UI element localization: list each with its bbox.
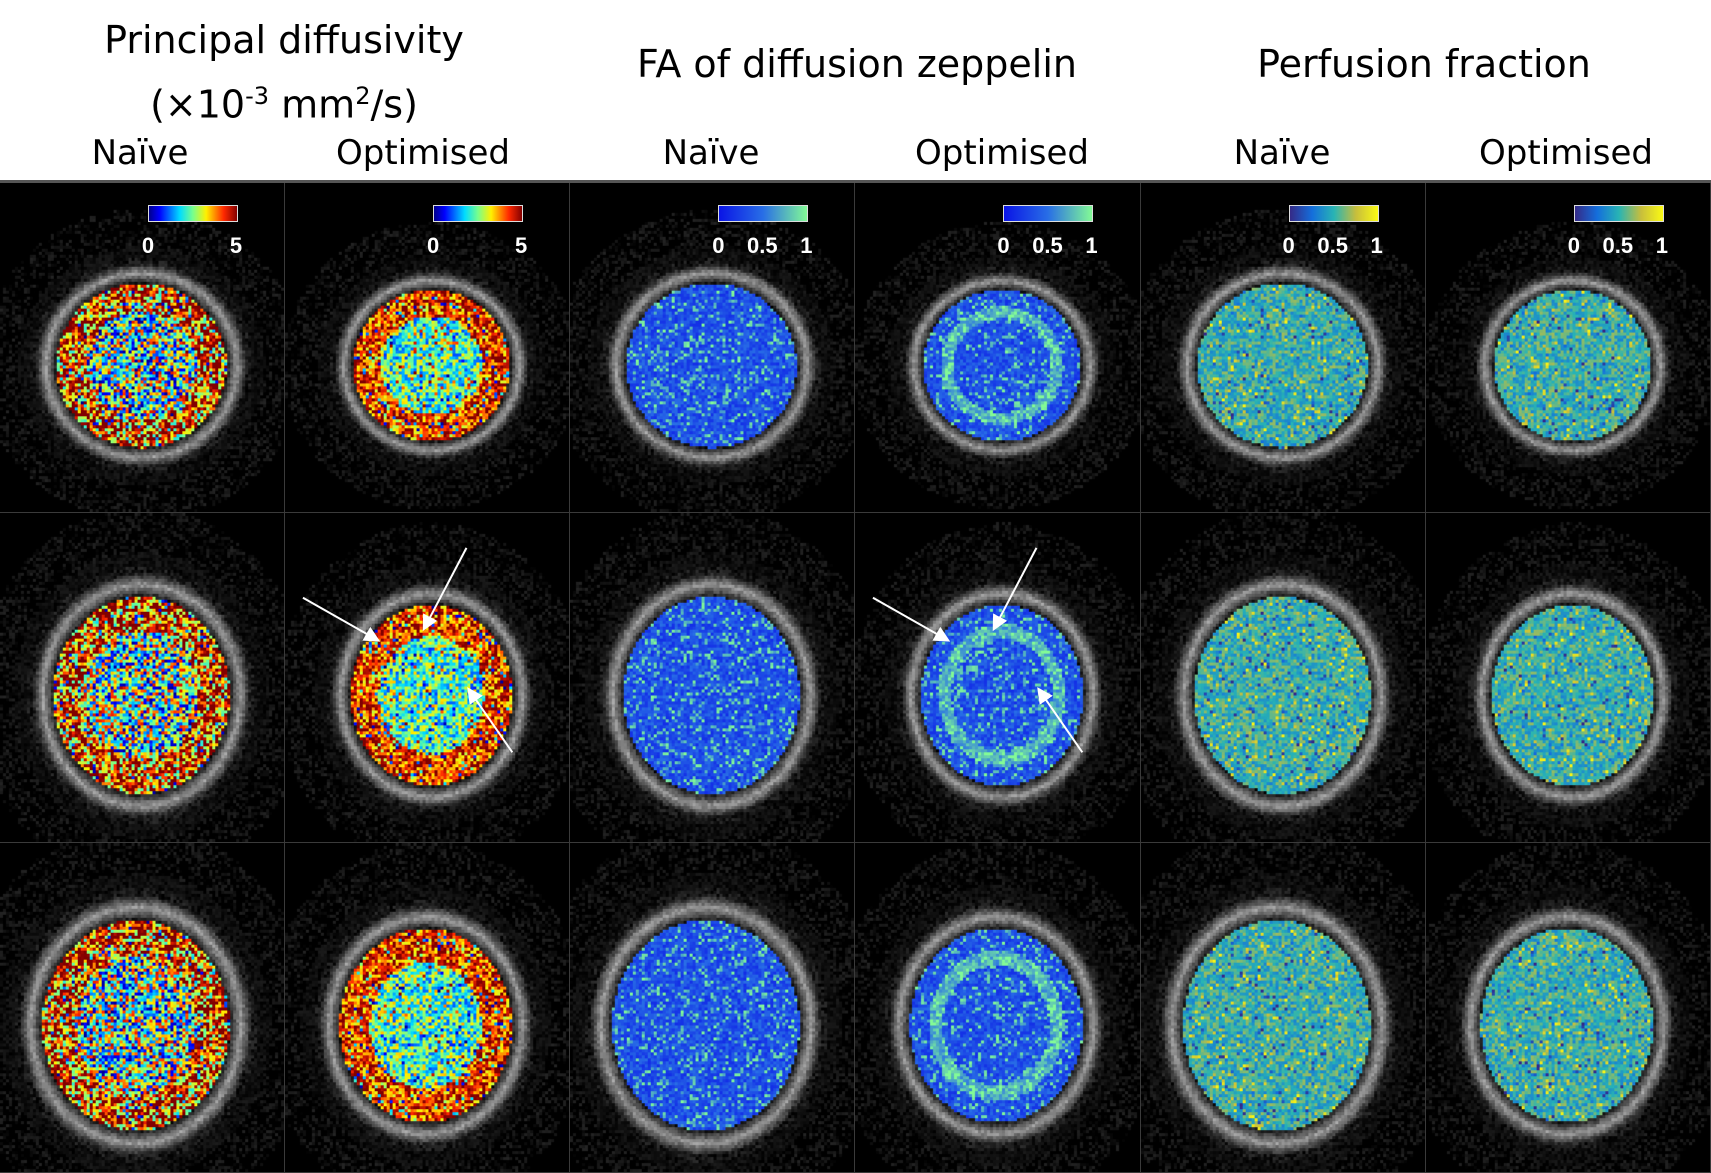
colorbar — [1573, 205, 1664, 222]
parameter-map-image — [855, 843, 1140, 1172]
arrow-icon — [872, 596, 951, 642]
colorbar-ticks: 0 0.5 1 — [1277, 233, 1389, 259]
colorbar-tick-label: 5 — [515, 233, 528, 258]
colorbar-tick-label: 0 — [997, 233, 1010, 258]
colorbar-tick-label: 0 — [712, 233, 725, 258]
parameter-map-image — [285, 183, 570, 512]
arrow-icon — [993, 547, 1038, 632]
parameter-map-image — [855, 183, 1140, 512]
parameter-map-image — [855, 513, 1140, 842]
panel-row2-optimised-parula — [1425, 513, 1711, 843]
panel-row1-nave-parula: 0 0.5 1 — [1140, 183, 1426, 513]
parameter-map-image — [0, 513, 285, 842]
arrow-icon — [1037, 687, 1084, 753]
column-label: Naïve — [1233, 133, 1331, 173]
colorbar — [148, 205, 238, 222]
colorbar-ticks: 0 0.5 1 — [991, 233, 1103, 259]
title-line: Principal diffusivity — [104, 18, 464, 62]
parameter-map-image — [1425, 843, 1710, 1172]
parameter-map-image — [1425, 513, 1710, 842]
title-fa-zeppelin: FA of diffusion zeppelin — [636, 42, 1078, 86]
parameter-map-image — [1140, 513, 1425, 842]
colorbar — [1003, 205, 1094, 222]
image-grid: 0 5 0 5 0 0.5 1 0 0.5 1 0 0.5 1 0 0.5 1 — [0, 180, 1711, 1173]
panel-row3-nave-jet — [0, 843, 286, 1173]
colorbar-tick-label: 0 — [427, 233, 440, 258]
title-principal-diffusivity: Principal diffusivity (×10-3 mm2/s) — [104, 12, 464, 133]
colorbar — [718, 205, 809, 222]
colorbar-tick-label: 1 — [1370, 233, 1383, 258]
parameter-map-image — [1140, 183, 1425, 512]
colorbar-tick-label: 1 — [1655, 233, 1668, 258]
panel-row2-nave-parula — [1140, 513, 1426, 843]
column-label: Optimised — [1479, 133, 1653, 173]
colorbar-tick-label: 1 — [1085, 233, 1098, 258]
parameter-map-image — [285, 843, 570, 1172]
panel-row2-optimised-blue-green — [855, 513, 1141, 843]
colorbar-ticks: 0 0.5 1 — [1562, 233, 1674, 259]
panel-row2-optimised-jet — [285, 513, 571, 843]
colorbar-tick-label: 0 — [1282, 233, 1295, 258]
parameter-map-image — [570, 183, 855, 512]
parameter-map-image — [570, 843, 855, 1172]
panel-row3-nave-blue-green — [570, 843, 856, 1173]
title-units: (×10-3 mm2/s) — [150, 82, 418, 127]
parameter-map-image — [1140, 843, 1425, 1172]
parameter-map-image — [0, 183, 285, 512]
parameter-map-image — [570, 513, 855, 842]
column-label: Optimised — [915, 133, 1089, 173]
panel-row1-optimised-parula: 0 0.5 1 — [1425, 183, 1711, 513]
colorbar-tick-label: 0.5 — [1602, 233, 1634, 258]
panel-row2-nave-jet — [0, 513, 286, 843]
arrow-icon — [302, 596, 381, 642]
colorbar-tick-label: 0 — [1567, 233, 1580, 258]
title-perfusion-fraction: Perfusion fraction — [1257, 42, 1591, 86]
column-label: Optimised — [336, 133, 510, 173]
panel-row3-optimised-blue-green — [855, 843, 1141, 1173]
panel-row3-optimised-parula — [1425, 843, 1711, 1173]
parameter-map-image — [0, 843, 285, 1172]
colorbar-tick-label: 5 — [229, 233, 243, 258]
panel-row2-nave-blue-green — [570, 513, 856, 843]
arrow-icon — [422, 547, 468, 632]
colorbar-tick-label: 0.5 — [747, 233, 778, 258]
colorbar — [1288, 205, 1379, 222]
panel-row3-nave-parula — [1140, 843, 1426, 1173]
panel-row3-optimised-jet — [285, 843, 571, 1173]
column-label: Naïve — [91, 133, 189, 173]
colorbar-tick-label: 1 — [800, 233, 813, 258]
colorbar-ticks: 0 0.5 1 — [706, 233, 818, 259]
parameter-map-image — [1425, 183, 1710, 512]
colorbar-tick-label: 0 — [141, 233, 155, 258]
colorbar-tick-label: 0.5 — [1317, 233, 1348, 258]
column-label: Naïve — [662, 133, 760, 173]
arrow-icon — [467, 687, 514, 753]
annotation-arrows — [872, 547, 1084, 753]
parameter-map-image — [285, 513, 570, 842]
colorbar — [433, 205, 524, 222]
colorbar-tick-label: 0.5 — [1032, 233, 1063, 258]
annotation-arrows — [302, 547, 514, 753]
panel-row1-nave-blue-green: 0 0.5 1 — [570, 183, 856, 513]
panel-row1-optimised-blue-green: 0 0.5 1 — [855, 183, 1141, 513]
